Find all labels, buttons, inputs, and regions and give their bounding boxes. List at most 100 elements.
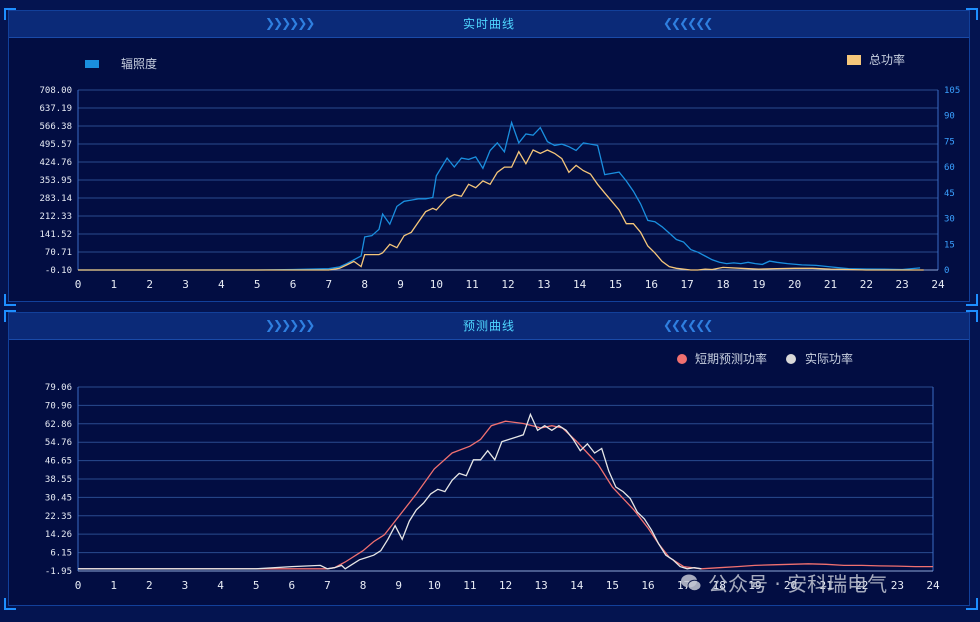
x-tick-label: 21 bbox=[824, 278, 837, 291]
chevron-right-icon: ❯❯❯❯❯❯ bbox=[265, 16, 315, 30]
x-tick-label: 12 bbox=[501, 278, 514, 291]
y-right-tick-label: 15 bbox=[944, 240, 955, 250]
x-tick-label: 9 bbox=[397, 278, 404, 291]
legend-label: 辐照度 bbox=[121, 56, 157, 71]
y-left-tick-label: 212.33 bbox=[39, 212, 72, 222]
y-right-tick-label: 30 bbox=[944, 215, 955, 225]
x-tick-label: 10 bbox=[430, 278, 443, 291]
y-right-tick-label: 0 bbox=[944, 266, 949, 276]
y-right-tick-label: 75 bbox=[944, 137, 955, 147]
x-tick-label: 22 bbox=[860, 278, 873, 291]
x-tick-label: 2 bbox=[146, 579, 153, 592]
y-left-tick-label: 141.52 bbox=[39, 230, 72, 240]
title-bar: ❯❯❯❯❯❯ 实时曲线 ❮❮❮❮❮❮ bbox=[9, 11, 969, 38]
x-tick-label: 18 bbox=[716, 278, 729, 291]
x-tick-label: 9 bbox=[395, 579, 402, 592]
series-line-forecast bbox=[78, 420, 933, 570]
y-tick-label: 70.96 bbox=[45, 401, 72, 411]
x-tick-label: 0 bbox=[75, 278, 82, 291]
realtime-chart: 辐照度 总功率 -0.10 70.71 141.52 212.33 283.14 353.95… bbox=[39, 52, 960, 291]
x-tick-label: 24 bbox=[926, 579, 940, 592]
realtime-curve-panel: ❯❯❯❯❯❯ 实时曲线 ❮❮❮❮❮❮ 辐照度 总功率 -0.10 70.71 141.5… bbox=[8, 10, 970, 302]
forecast-curve-panel: ❯❯❯❯❯❯ 预测曲线 ❮❮❮❮❮❮ 短期预测功率 实际功率 -1.95 6.15 14… bbox=[8, 312, 970, 606]
x-tick-label: 6 bbox=[290, 278, 297, 291]
panel-title: 实时曲线 bbox=[462, 17, 515, 31]
y-tick-label: -1.95 bbox=[45, 567, 72, 577]
y-tick-label: 30.45 bbox=[45, 493, 72, 503]
y-tick-label: 79.06 bbox=[45, 383, 72, 393]
corner-accent bbox=[966, 8, 978, 20]
series-line-actual bbox=[78, 412, 702, 570]
legend-swatch-irradiance bbox=[85, 60, 99, 68]
corner-accent bbox=[966, 310, 978, 322]
x-tick-label: 18 bbox=[713, 579, 726, 592]
y-tick-label: 54.76 bbox=[45, 438, 72, 448]
x-tick-label: 4 bbox=[218, 278, 225, 291]
x-tick-label: 20 bbox=[788, 278, 801, 291]
y-right-tick-label: 60 bbox=[944, 163, 955, 173]
x-tick-label: 12 bbox=[499, 579, 512, 592]
x-tick-label: 14 bbox=[570, 579, 584, 592]
x-tick-label: 11 bbox=[466, 278, 479, 291]
x-tick-label: 7 bbox=[324, 579, 331, 592]
series-line-irradiance bbox=[78, 120, 921, 271]
y-tick-label: 14.26 bbox=[45, 530, 72, 540]
x-tick-label: 6 bbox=[288, 579, 295, 592]
x-tick-label: 8 bbox=[361, 278, 368, 291]
y-tick-label: 22.35 bbox=[45, 512, 72, 522]
corner-accent bbox=[4, 8, 16, 20]
x-tick-label: 5 bbox=[253, 579, 260, 592]
x-tick-label: 16 bbox=[641, 579, 654, 592]
x-tick-label: 20 bbox=[784, 579, 797, 592]
y-right-tick-label: 105 bbox=[944, 86, 960, 96]
corner-accent bbox=[4, 294, 16, 306]
x-tick-label: 19 bbox=[748, 579, 761, 592]
y-left-tick-label: 495.57 bbox=[39, 140, 72, 150]
x-tick-label: 10 bbox=[428, 579, 441, 592]
y-left-tick-label: 70.71 bbox=[45, 248, 72, 258]
y-left-tick-label: 424.76 bbox=[39, 158, 72, 168]
x-tick-label: 13 bbox=[535, 579, 548, 592]
x-tick-label: 3 bbox=[182, 579, 189, 592]
y-tick-label: 38.55 bbox=[45, 475, 72, 485]
corner-accent bbox=[4, 310, 16, 322]
x-tick-label: 1 bbox=[111, 278, 118, 291]
y-left-tick-label: 353.95 bbox=[39, 176, 72, 186]
x-tick-label: 11 bbox=[463, 579, 476, 592]
corner-accent bbox=[4, 598, 16, 610]
x-tick-label: 3 bbox=[182, 278, 189, 291]
x-tick-label: 1 bbox=[110, 579, 117, 592]
y-left-tick-label: 566.38 bbox=[39, 122, 72, 132]
watermark: 公众号 · 安科瑞电气 bbox=[680, 568, 970, 598]
y-right-tick-label: 90 bbox=[944, 112, 955, 122]
x-tick-label: 23 bbox=[891, 579, 904, 592]
x-tick-label: 22 bbox=[855, 579, 868, 592]
x-tick-label: 13 bbox=[537, 278, 550, 291]
corner-accent bbox=[966, 294, 978, 306]
x-tick-label: 8 bbox=[360, 579, 367, 592]
x-tick-label: 23 bbox=[896, 278, 909, 291]
chevron-right-icon: ❯❯❯❯❯❯ bbox=[265, 318, 315, 332]
chevron-left-icon: ❮❮❮❮❮❮ bbox=[663, 16, 713, 30]
wechat-icon bbox=[681, 574, 702, 592]
chevron-left-icon: ❮❮❮❮❮❮ bbox=[663, 318, 713, 332]
legend-label: 短期预测功率 bbox=[695, 351, 767, 366]
x-tick-label: 24 bbox=[931, 278, 945, 291]
legend-label: 总功率 bbox=[869, 52, 905, 67]
x-tick-label: 5 bbox=[254, 278, 261, 291]
legend-swatch-total-power bbox=[847, 55, 861, 65]
legend-label: 实际功率 bbox=[805, 351, 853, 366]
y-tick-label: 6.15 bbox=[50, 549, 72, 559]
y-tick-label: 46.65 bbox=[45, 457, 72, 467]
x-tick-label: 15 bbox=[609, 278, 622, 291]
x-tick-label: 16 bbox=[645, 278, 658, 291]
x-tick-label: 7 bbox=[326, 278, 333, 291]
y-left-tick-label: 708.00 bbox=[39, 86, 72, 96]
title-bar: ❯❯❯❯❯❯ 预测曲线 ❮❮❮❮❮❮ bbox=[9, 313, 969, 340]
x-tick-label: 21 bbox=[820, 579, 833, 592]
corner-accent bbox=[966, 598, 978, 610]
y-tick-label: 62.86 bbox=[45, 420, 72, 430]
y-right-tick-label: 45 bbox=[944, 189, 955, 199]
legend-swatch-actual bbox=[786, 354, 796, 364]
forecast-chart: 短期预测功率 实际功率 -1.95 6.15 14.26 22.35 30.45 38.55 4… bbox=[45, 351, 940, 592]
